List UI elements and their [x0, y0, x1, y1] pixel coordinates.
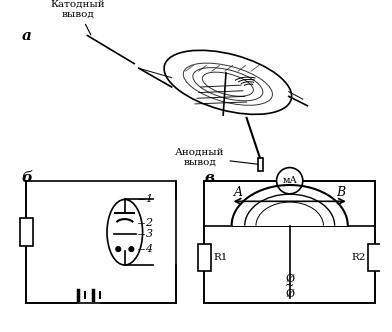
Text: Катодный
вывод: Катодный вывод: [51, 0, 105, 35]
Circle shape: [277, 168, 303, 194]
Text: Ø: Ø: [285, 289, 294, 299]
Bar: [198, 244, 211, 271]
Text: R2: R2: [351, 253, 366, 262]
Circle shape: [116, 247, 121, 251]
Bar: [258, 158, 263, 171]
Text: 4: 4: [145, 244, 152, 254]
Text: A: A: [234, 186, 243, 199]
Text: 3: 3: [145, 229, 152, 239]
Circle shape: [129, 247, 134, 251]
Text: ~: ~: [285, 281, 294, 291]
Text: 1: 1: [145, 195, 152, 205]
Bar: [20, 218, 33, 246]
Text: Анодный
вывод: Анодный вывод: [175, 148, 260, 167]
Text: в: в: [205, 171, 214, 185]
Text: 2: 2: [145, 218, 152, 228]
Bar: [368, 244, 381, 271]
Text: R1: R1: [214, 253, 228, 262]
Text: Ø: Ø: [285, 274, 294, 284]
Text: а: а: [22, 29, 32, 43]
Text: мА: мА: [282, 176, 297, 185]
Text: B: B: [336, 186, 345, 199]
Text: б: б: [22, 171, 33, 185]
